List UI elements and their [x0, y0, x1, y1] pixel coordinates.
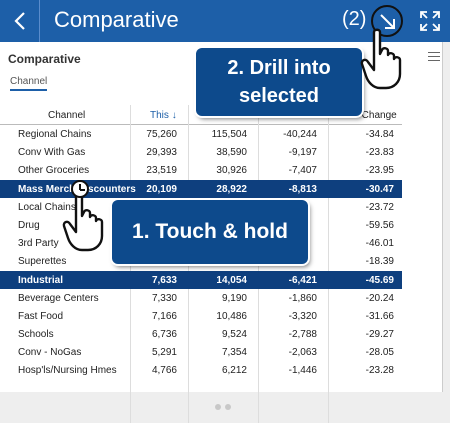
- column-header-pct-change[interactable]: % Change: [350, 110, 397, 121]
- cell-diff: -2,063: [288, 347, 317, 359]
- page-dot[interactable]: [225, 404, 231, 410]
- cell-last: 38,590: [216, 147, 247, 159]
- table-row[interactable]: Fast Food 7,166 10,486 -3,320 -31.66: [0, 307, 402, 325]
- table-row[interactable]: Other Groceries 23,519 30,926 -7,407 -23.95: [0, 161, 402, 179]
- cell-channel: Regional Chains: [18, 129, 92, 140]
- table-row[interactable]: Schools 6,736 9,524 -2,788 -29.27: [0, 325, 402, 343]
- cell-pct-change: -23.28: [365, 365, 394, 377]
- table-row[interactable]: 3rd Party -46.01: [0, 234, 402, 252]
- cell-channel: 3rd Party: [18, 238, 59, 250]
- back-button[interactable]: [0, 0, 40, 42]
- cell-this: 5,291: [151, 347, 177, 359]
- table-body: Regional Chains 75,260 115,504 -40,244 -34.8…: [0, 125, 402, 380]
- expand-icon[interactable]: [418, 9, 442, 33]
- cell-channel: Hosp'ls/Nursing Hmes: [18, 365, 117, 377]
- column-header-channel[interactable]: Channel: [48, 110, 86, 121]
- cell-diff: -9,197: [288, 147, 317, 159]
- cell-diff: -1,860: [288, 292, 317, 304]
- drill-down-button[interactable]: [371, 5, 403, 37]
- cell-last: 28,922: [216, 183, 247, 195]
- cell-last: 6,212: [221, 365, 247, 377]
- drill-callout: 2. Drill into selected: [196, 48, 362, 116]
- cell-last: 7,354: [221, 347, 247, 359]
- table-row[interactable]: Regional Chains 75,260 115,504 -40,244 -34.8…: [0, 125, 402, 143]
- cell-channel: Conv - NoGas: [18, 347, 82, 359]
- drill-arrow-icon: [380, 14, 395, 29]
- cell-pct-change: -23.95: [365, 165, 394, 177]
- cell-last: 115,504: [211, 129, 247, 140]
- table-row[interactable]: Drug -59.56: [0, 216, 402, 234]
- column-header-this[interactable]: This ↓: [150, 110, 177, 121]
- cell-pct-change: -30.47: [365, 183, 394, 195]
- top-bar: Comparative (2): [0, 0, 450, 42]
- table-row[interactable]: Conv - NoGas 5,291 7,354 -2,063 -28.05: [0, 343, 402, 361]
- cell-last: 9,190: [221, 292, 247, 304]
- cell-pct-change: -20.24: [365, 292, 394, 304]
- cell-this: 23,519: [146, 165, 177, 177]
- page-dot[interactable]: [215, 404, 221, 410]
- page-indicator: [215, 397, 235, 415]
- cell-this: 20,109: [146, 183, 177, 195]
- cell-diff: -8,813: [288, 183, 317, 195]
- column-divider: [130, 105, 131, 423]
- cell-channel: Drug: [18, 219, 40, 231]
- card-title: Comparative: [8, 52, 81, 66]
- cell-pct-change: -28.05: [365, 347, 394, 359]
- table-row[interactable]: Superettes -18.39: [0, 252, 402, 270]
- cell-pct-change: -46.01: [365, 238, 394, 250]
- touch-callout: 1. Touch & hold: [112, 200, 308, 264]
- cell-this: 6,736: [151, 329, 177, 341]
- table-row[interactable]: Local Chains -23.72: [0, 198, 402, 216]
- cell-channel: Beverage Centers: [18, 292, 99, 304]
- cell-channel: Local Chains: [18, 201, 76, 213]
- cell-pct-change: -18.39: [365, 256, 394, 268]
- pointing-hand-icon: [62, 190, 104, 252]
- cell-channel: Industrial: [18, 274, 64, 286]
- cell-diff: -7,407: [288, 165, 317, 177]
- tab-channel[interactable]: Channel: [10, 76, 48, 91]
- cell-diff: -2,788: [288, 329, 317, 341]
- cell-diff: -1,446: [288, 365, 317, 377]
- cell-channel: Other Groceries: [18, 165, 90, 177]
- cell-diff: -3,320: [288, 310, 317, 322]
- clock-icon: [71, 180, 89, 198]
- cell-last: 14,054: [216, 274, 247, 286]
- cell-pct-change: -23.83: [365, 147, 394, 159]
- cell-diff: -40,244: [283, 129, 317, 140]
- cell-last: 9,524: [221, 329, 247, 341]
- column-divider: [188, 105, 189, 423]
- cell-pct-change: -45.69: [365, 274, 394, 286]
- cell-this: 7,633: [151, 274, 177, 286]
- sort-down-icon: ↓: [171, 110, 177, 121]
- selection-count: (2): [342, 8, 367, 30]
- cell-pct-change: -34.84: [365, 129, 394, 140]
- cell-channel: Fast Food: [18, 310, 64, 322]
- cell-channel: Schools: [18, 329, 54, 341]
- cell-this: 7,330: [151, 292, 177, 304]
- table-row[interactable]: Hosp'ls/Nursing Hmes 4,766 6,212 -1,446 -23.…: [0, 361, 402, 379]
- cell-this: 7,166: [151, 310, 177, 322]
- cell-pct-change: -29.27: [365, 329, 394, 341]
- cell-pct-change: -31.66: [365, 310, 394, 322]
- cell-pct-change: -23.72: [365, 201, 394, 213]
- table-row[interactable]: Beverage Centers 7,330 9,190 -1,860 -20.24: [0, 289, 402, 307]
- cell-last: 30,926: [216, 165, 247, 177]
- table-row[interactable]: Mass Merch Discounters 20,109 28,922 -8,813…: [0, 179, 402, 198]
- cell-this: 4,766: [151, 365, 177, 377]
- cell-channel: Conv With Gas: [18, 147, 86, 159]
- cell-diff: -6,421: [288, 274, 317, 286]
- column-divider: [328, 105, 329, 423]
- cell-pct-change: -59.56: [365, 219, 394, 231]
- page-title: Comparative: [54, 7, 179, 32]
- table-row[interactable]: Industrial 7,633 14,054 -6,421 -45.69: [0, 270, 402, 289]
- chevron-left-icon: [14, 12, 25, 30]
- cell-channel: Superettes: [18, 256, 67, 268]
- cell-this: 29,393: [146, 147, 177, 159]
- table-row[interactable]: Conv With Gas 29,393 38,590 -9,197 -23.83: [0, 143, 402, 161]
- cell-this: 75,260: [146, 129, 177, 140]
- cell-last: 10,486: [216, 310, 247, 322]
- pointing-hand-icon: [360, 28, 402, 90]
- column-divider: [258, 105, 259, 423]
- menu-icon[interactable]: [428, 52, 440, 64]
